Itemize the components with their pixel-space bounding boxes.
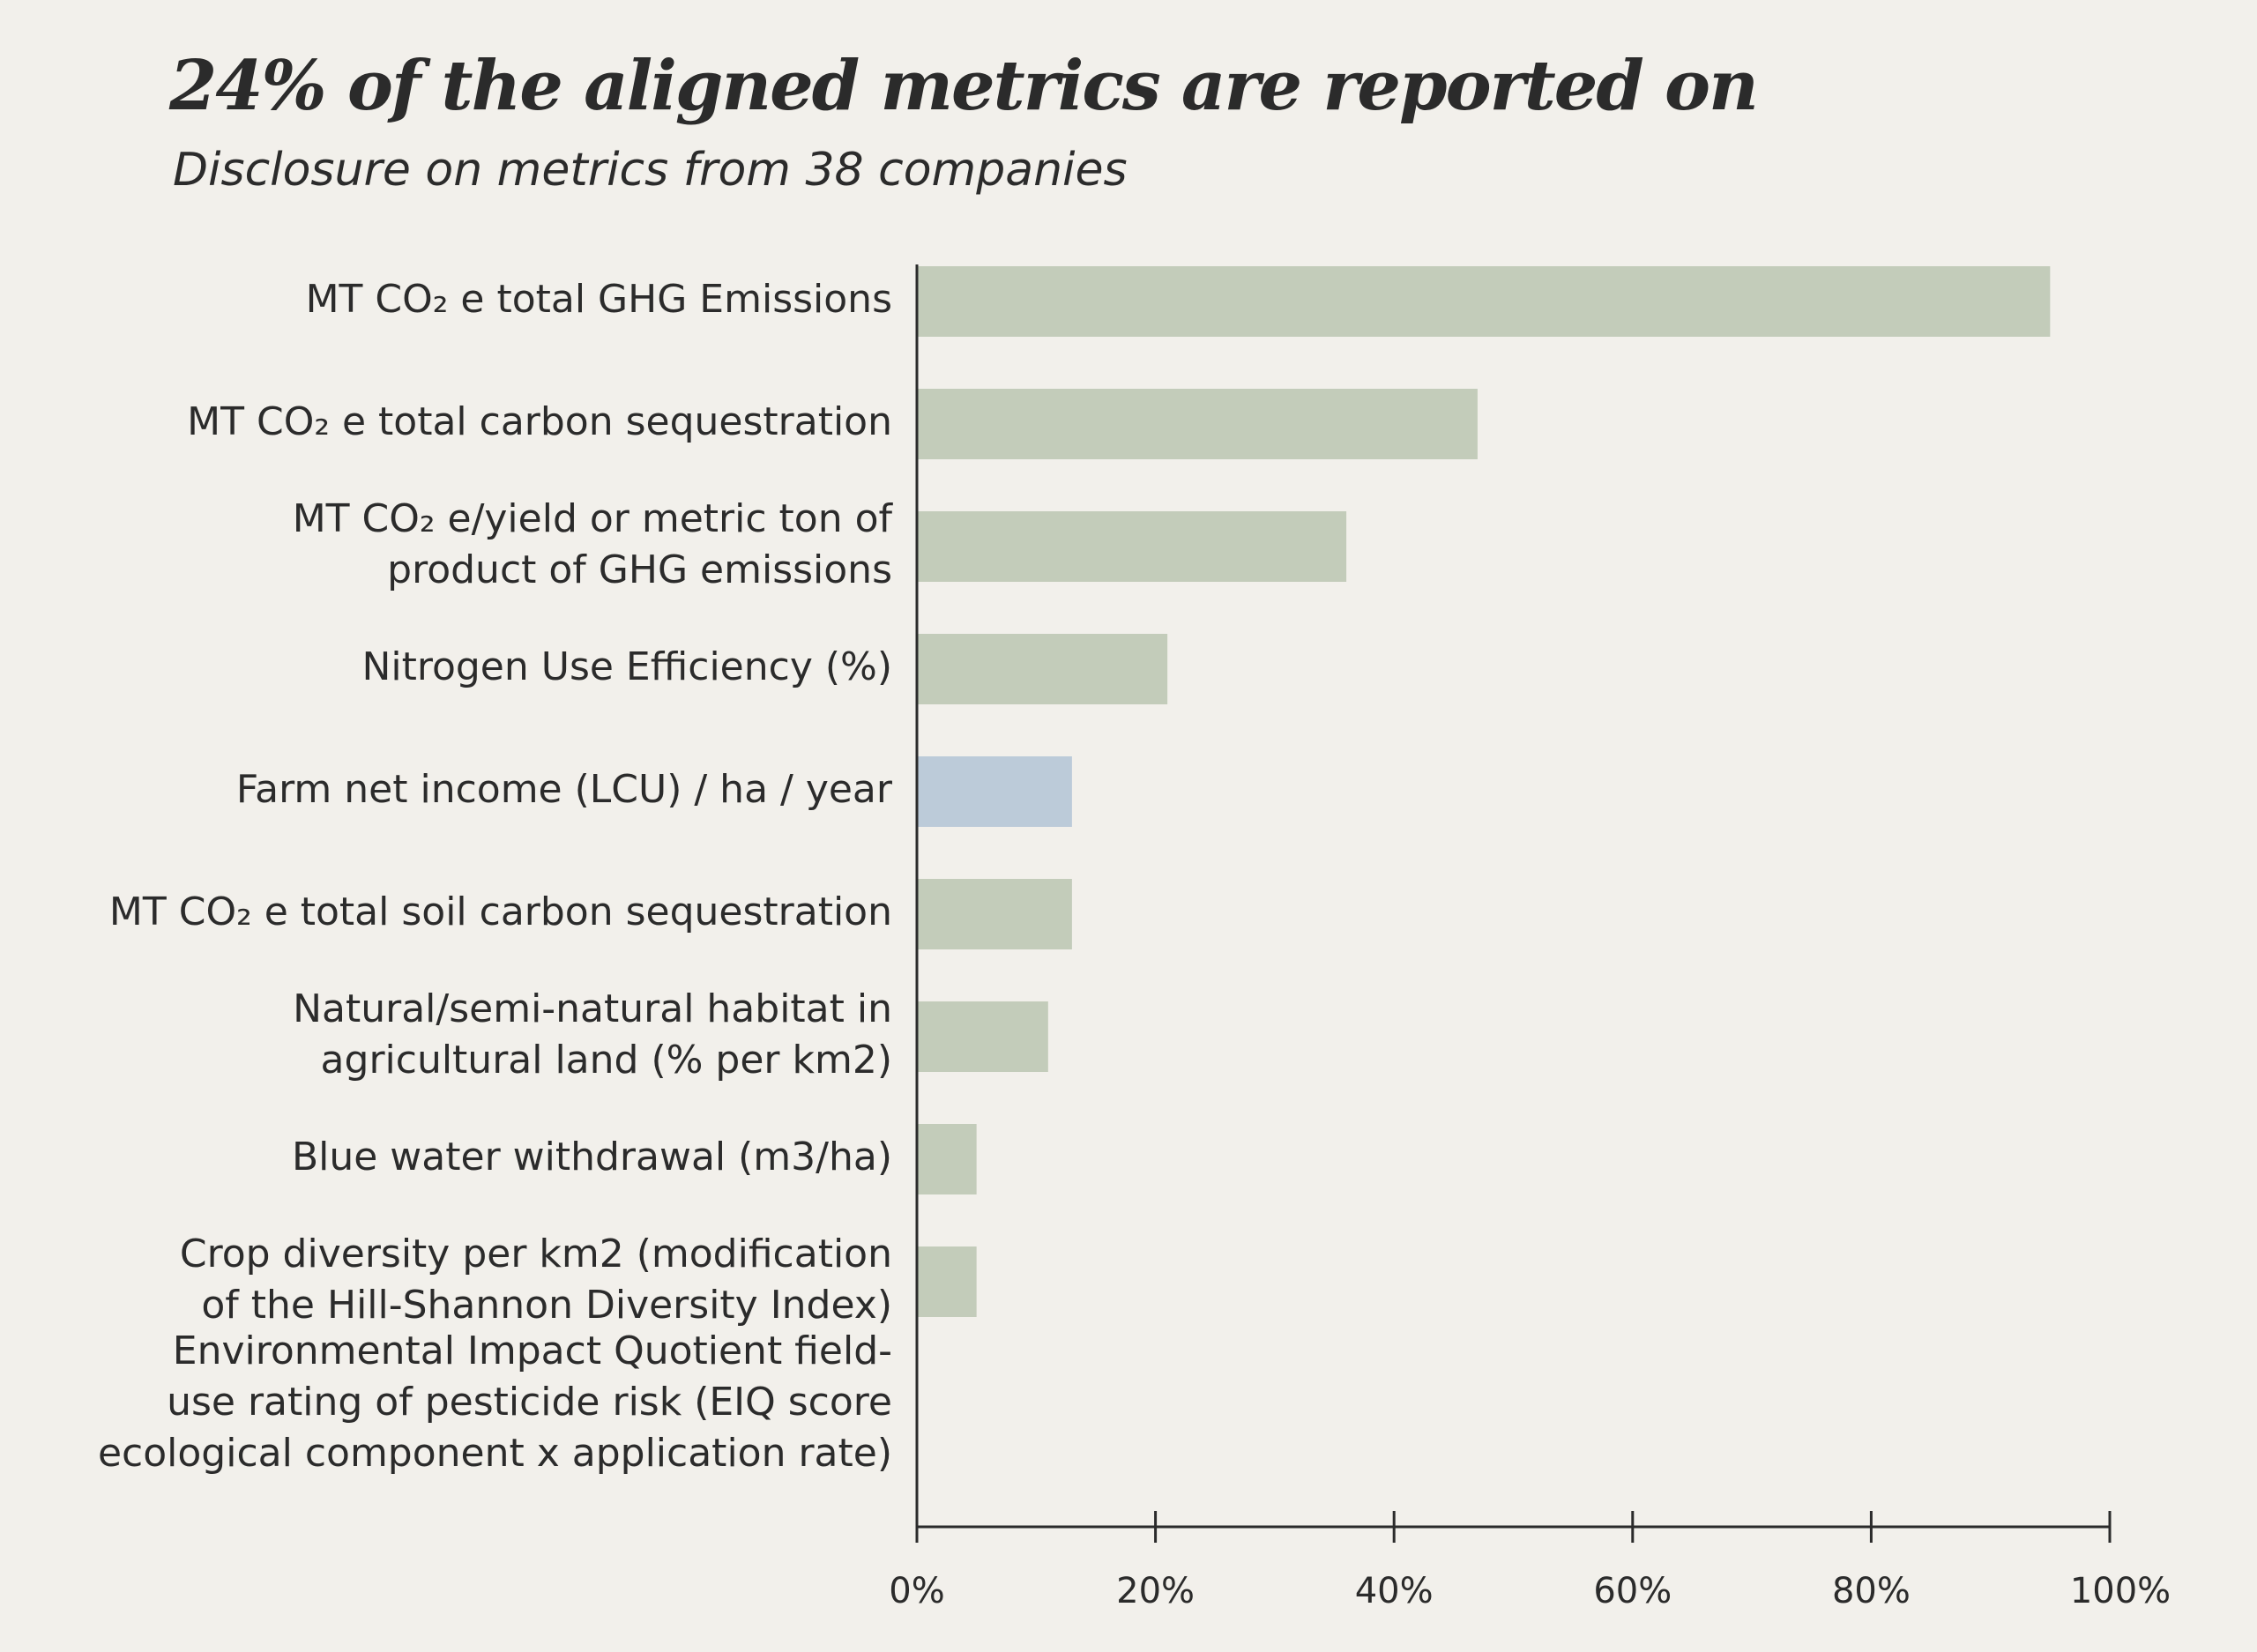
chart-title: 24% of the aligned metrics are reported … [169, 46, 1759, 126]
category-label: MT CO₂ e total GHG Emissions [306, 277, 892, 322]
x-tick-label: 0% [889, 1571, 944, 1611]
category-label: Nitrogen Use Efficiency (%) [361, 644, 892, 689]
bar [917, 756, 1072, 827]
bar [917, 634, 1168, 704]
x-tick-label: 80% [1832, 1571, 1911, 1611]
chart-subtitle: Disclosure on metrics from 38 companies [173, 144, 1128, 197]
bar [917, 1124, 977, 1194]
category-label: Environmental Impact Quotient field-use … [98, 1328, 892, 1476]
x-tick-label: 40% [1355, 1571, 1434, 1611]
bar [917, 879, 1072, 949]
bar [917, 389, 1478, 459]
category-label: Crop diversity per km2 (modification of t… [180, 1232, 892, 1328]
category-label: Blue water withdrawal (m3/ha) [292, 1135, 892, 1179]
category-label: MT CO₂ e/yield or metric ton of product o… [293, 496, 894, 592]
category-label: MT CO₂ e total carbon sequestration [187, 399, 892, 444]
category-label: MT CO₂ e total soil carbon sequestration [109, 889, 892, 934]
category-label: Natural/semi-natural habitat in agricultu… [293, 986, 892, 1083]
category-label: Farm net income (LCU) / ha / year [236, 767, 893, 812]
bar [917, 266, 2051, 337]
bar [917, 1246, 977, 1317]
bar [917, 1001, 1048, 1072]
bar [917, 511, 1347, 582]
x-tick-label: 60% [1593, 1571, 1672, 1611]
x-tick-label: 100% [2070, 1571, 2171, 1611]
x-tick-label: 20% [1116, 1571, 1195, 1611]
